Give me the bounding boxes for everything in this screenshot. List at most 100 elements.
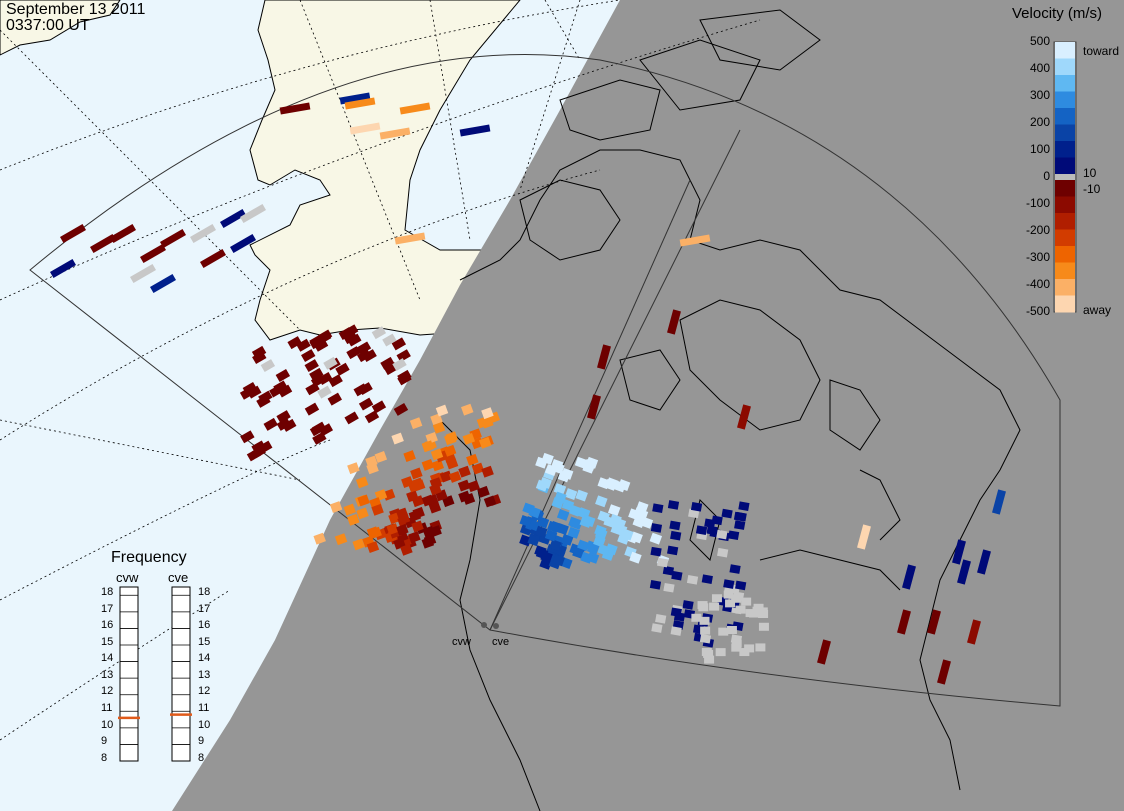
velocity-cell bbox=[347, 513, 360, 526]
velocity-cell bbox=[670, 530, 682, 541]
velocity-cell bbox=[556, 523, 569, 536]
freq-tick-right: 16 bbox=[198, 619, 211, 632]
velocity-cell bbox=[927, 609, 941, 635]
velocity-cell bbox=[607, 504, 621, 517]
velocity-cell bbox=[301, 349, 316, 363]
velocity-cell bbox=[595, 495, 608, 508]
velocity-cell bbox=[129, 263, 157, 284]
velocity-cell bbox=[857, 524, 871, 550]
freq-tick-right: 15 bbox=[198, 635, 211, 648]
site-label-cvw: cvw bbox=[452, 636, 471, 648]
freq-tick-right: 9 bbox=[198, 735, 205, 748]
velocity-cell bbox=[467, 480, 480, 493]
velocity-cell bbox=[709, 602, 720, 611]
velocity-cell bbox=[461, 403, 474, 416]
velocity-cell bbox=[725, 599, 736, 608]
velocity-cell bbox=[737, 404, 751, 430]
velocity-cell bbox=[817, 639, 831, 665]
freq-tick-right: 18 bbox=[198, 586, 211, 598]
velocity-cell bbox=[380, 356, 395, 370]
velocity-cell bbox=[757, 607, 768, 616]
velocity-cell bbox=[557, 470, 571, 483]
velocity-cell bbox=[593, 535, 606, 548]
velocity-cell bbox=[703, 649, 714, 658]
velocity-cell bbox=[699, 616, 710, 625]
velocity-cell bbox=[650, 546, 662, 557]
velocity-cell bbox=[379, 127, 411, 140]
velocity-cell bbox=[429, 483, 442, 496]
velocity-cell bbox=[386, 523, 399, 536]
velocity-cell bbox=[309, 423, 325, 437]
velocity-cell bbox=[731, 639, 742, 648]
velocity-cell bbox=[650, 523, 663, 533]
colorbar-tick-label: -300 bbox=[1025, 250, 1050, 264]
colorbar-tick-label: 500 bbox=[1029, 34, 1050, 48]
velocity-cell bbox=[671, 570, 683, 581]
velocity-cell bbox=[617, 479, 631, 492]
velocity-cell bbox=[139, 243, 167, 264]
velocity-cell bbox=[443, 444, 457, 457]
velocity-cell bbox=[396, 349, 411, 363]
freq-bar-cve bbox=[171, 586, 191, 762]
velocity-cell bbox=[309, 334, 324, 348]
velocity-cell bbox=[256, 394, 271, 408]
velocity-cell bbox=[481, 407, 494, 420]
velocity-cell bbox=[305, 382, 320, 396]
velocity-cell bbox=[481, 465, 494, 478]
alaska-land bbox=[249, 0, 521, 341]
velocity-cell bbox=[338, 327, 354, 341]
velocity-cell bbox=[586, 542, 600, 555]
velocity-cell bbox=[717, 547, 729, 558]
velocity-cell bbox=[334, 533, 348, 546]
velocity-cell bbox=[527, 534, 540, 547]
velocity-cell bbox=[699, 633, 712, 644]
velocity-cell bbox=[364, 410, 380, 424]
velocity-cell bbox=[711, 515, 723, 526]
velocity-cell bbox=[579, 516, 593, 528]
velocity-cell bbox=[317, 385, 332, 399]
velocity-cell bbox=[477, 485, 490, 498]
velocity-cell bbox=[277, 384, 293, 398]
site-marker-cvw bbox=[481, 622, 487, 628]
velocity-cell bbox=[394, 232, 426, 245]
velocity-cell bbox=[239, 203, 267, 224]
velocity-cell bbox=[429, 525, 442, 538]
velocity-cell bbox=[189, 223, 217, 244]
freq-tick-left: 14 bbox=[101, 652, 114, 665]
velocity-cell bbox=[535, 525, 548, 538]
velocity-cell bbox=[229, 233, 257, 254]
velocity-cell bbox=[328, 374, 343, 388]
velocity-cell bbox=[358, 397, 374, 411]
velocity-cell bbox=[304, 402, 320, 416]
velocity-cell bbox=[400, 543, 413, 556]
velocity-cell bbox=[425, 431, 438, 444]
velocity-cell bbox=[731, 594, 742, 603]
velocity-cell bbox=[343, 331, 358, 345]
velocity-cell bbox=[313, 532, 326, 545]
velocity-cell bbox=[937, 659, 951, 685]
freq-tick-right: 17 bbox=[198, 602, 211, 615]
velocity-cell bbox=[716, 529, 728, 540]
colorbar-neg-threshold: -10 bbox=[1083, 182, 1101, 196]
colorbar-away-segment bbox=[1055, 229, 1075, 247]
velocity-cell bbox=[275, 369, 291, 382]
velocity-cell bbox=[421, 536, 435, 549]
colorbar-toward-segment bbox=[1055, 42, 1075, 59]
velocity-cell bbox=[466, 453, 479, 466]
velocity-cell bbox=[252, 351, 267, 365]
velocity-cell bbox=[397, 512, 411, 525]
velocity-cell bbox=[544, 464, 558, 476]
velocity-cell bbox=[329, 501, 343, 513]
velocity-cell bbox=[567, 526, 580, 539]
velocity-cell bbox=[656, 557, 669, 568]
velocity-cell bbox=[355, 476, 369, 489]
velocity-cell bbox=[279, 102, 311, 115]
velocity-cell bbox=[335, 362, 350, 376]
velocity-cell bbox=[682, 600, 694, 610]
colorbar-zero-segment bbox=[1055, 174, 1075, 180]
velocity-cell bbox=[430, 413, 443, 426]
velocity-cell bbox=[366, 462, 379, 475]
colorbar-pos-threshold: 10 bbox=[1083, 166, 1097, 180]
velocity-cell bbox=[371, 503, 384, 516]
